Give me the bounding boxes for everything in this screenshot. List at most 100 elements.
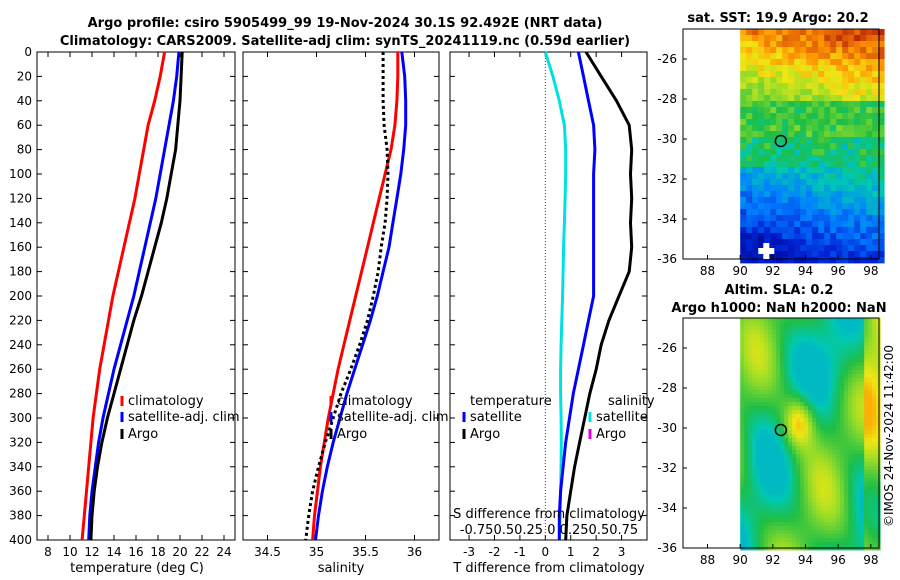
map-cell — [836, 350, 841, 355]
map-cell — [770, 167, 777, 174]
map-cell — [758, 161, 765, 168]
map-cell — [800, 398, 805, 403]
map-cell — [856, 482, 861, 487]
map-cell — [760, 530, 765, 535]
map-cell — [794, 89, 801, 96]
map-cell — [820, 398, 825, 403]
map-cell — [784, 326, 789, 331]
map-cell — [770, 143, 777, 150]
map-cell — [860, 390, 865, 395]
map-cell — [830, 77, 837, 84]
map-cell — [856, 498, 861, 503]
map-cell — [752, 534, 757, 539]
map-cell — [756, 522, 761, 527]
map-cell — [788, 318, 793, 323]
map-cell — [844, 466, 849, 471]
map-cell — [740, 402, 745, 407]
map-cell — [756, 518, 761, 523]
map-cell — [856, 398, 861, 403]
map-cell — [816, 466, 821, 471]
map-cell — [776, 454, 781, 459]
map-cell — [794, 191, 801, 198]
map-cell — [852, 462, 857, 467]
map-cell — [748, 438, 753, 443]
map-cell — [812, 358, 817, 363]
map-cell — [868, 318, 873, 323]
map-cell — [842, 179, 849, 186]
map-cell — [764, 414, 769, 419]
map-cell — [808, 482, 813, 487]
map-cell — [796, 390, 801, 395]
map-cell — [830, 65, 837, 72]
map-cell — [760, 342, 765, 347]
map-cell — [848, 394, 853, 399]
map-cell — [752, 41, 759, 48]
map-cell — [784, 330, 789, 335]
map-cell — [740, 89, 747, 96]
map-cell — [832, 402, 837, 407]
map-cell — [872, 378, 877, 383]
map-cell — [756, 326, 761, 331]
map-cell — [844, 358, 849, 363]
map-cell — [824, 197, 831, 204]
map-cell — [748, 434, 753, 439]
map-cell — [776, 394, 781, 399]
map-cell — [872, 215, 879, 222]
map-cell — [836, 418, 841, 423]
map-cell — [796, 358, 801, 363]
map-cell — [796, 394, 801, 399]
map-cell — [804, 386, 809, 391]
map-cell — [740, 95, 747, 102]
map-cell — [832, 394, 837, 399]
map-cell — [768, 502, 773, 507]
map-cell — [818, 167, 825, 174]
map-cell — [844, 530, 849, 535]
map-cell — [770, 197, 777, 204]
map-cell — [816, 494, 821, 499]
map-cell — [856, 486, 861, 491]
map-cell — [872, 418, 877, 423]
map-cell — [842, 95, 849, 102]
map-cell — [836, 518, 841, 523]
map-cell — [764, 53, 771, 60]
map-cell — [808, 474, 813, 479]
map-cell — [784, 398, 789, 403]
map-cell — [840, 334, 845, 339]
map-cell — [878, 137, 885, 144]
map-cell — [832, 522, 837, 527]
map-cell — [848, 426, 853, 431]
map-cell — [866, 125, 873, 132]
map-cell — [744, 338, 749, 343]
map-cell — [744, 470, 749, 475]
map-cell — [852, 534, 857, 539]
title-line-1: Argo profile: csiro 5905499_99 19-Nov-20… — [88, 16, 603, 31]
map-cell — [844, 398, 849, 403]
map-cell — [792, 510, 797, 515]
map-cell — [748, 526, 753, 531]
map-cell — [764, 526, 769, 531]
map-cell — [860, 197, 867, 204]
map-cell — [848, 173, 855, 180]
map-cell — [748, 490, 753, 495]
map-cell — [876, 350, 881, 355]
map-cell — [876, 442, 881, 447]
map-cell — [740, 125, 747, 132]
map-cell — [760, 470, 765, 475]
map-cell — [864, 390, 869, 395]
map-cell — [836, 474, 841, 479]
map-cell — [860, 426, 865, 431]
map-cell — [760, 334, 765, 339]
map-cell — [800, 185, 807, 192]
legend-s-satellite: satellite — [596, 410, 648, 425]
map-cell — [860, 382, 865, 387]
map-cell — [782, 107, 789, 114]
map-cell — [804, 470, 809, 475]
map-cell — [840, 366, 845, 371]
map-cell — [740, 354, 745, 359]
map-cell — [816, 342, 821, 347]
map-cell — [800, 486, 805, 491]
map-cell — [806, 89, 813, 96]
map-cell — [794, 161, 801, 168]
map-cell — [836, 221, 843, 228]
map-cell — [832, 330, 837, 335]
